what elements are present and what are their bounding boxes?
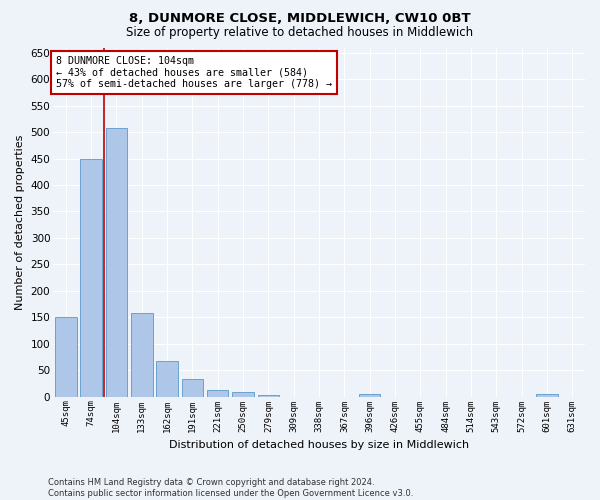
Bar bbox=[257, 394, 279, 396]
Text: Contains HM Land Registry data © Crown copyright and database right 2024.
Contai: Contains HM Land Registry data © Crown c… bbox=[48, 478, 413, 498]
Bar bbox=[106, 128, 127, 396]
Text: 8 DUNMORE CLOSE: 104sqm
← 43% of detached houses are smaller (584)
57% of semi-d: 8 DUNMORE CLOSE: 104sqm ← 43% of detache… bbox=[56, 56, 332, 90]
Bar bbox=[359, 394, 380, 396]
Bar bbox=[182, 379, 203, 396]
Bar bbox=[232, 392, 254, 396]
Text: Size of property relative to detached houses in Middlewich: Size of property relative to detached ho… bbox=[127, 26, 473, 39]
Bar bbox=[207, 390, 229, 396]
Bar bbox=[536, 394, 558, 396]
Bar bbox=[131, 312, 152, 396]
X-axis label: Distribution of detached houses by size in Middlewich: Distribution of detached houses by size … bbox=[169, 440, 469, 450]
Bar bbox=[55, 318, 77, 396]
Bar bbox=[157, 360, 178, 396]
Bar bbox=[80, 158, 102, 396]
Y-axis label: Number of detached properties: Number of detached properties bbox=[15, 134, 25, 310]
Text: 8, DUNMORE CLOSE, MIDDLEWICH, CW10 0BT: 8, DUNMORE CLOSE, MIDDLEWICH, CW10 0BT bbox=[129, 12, 471, 26]
